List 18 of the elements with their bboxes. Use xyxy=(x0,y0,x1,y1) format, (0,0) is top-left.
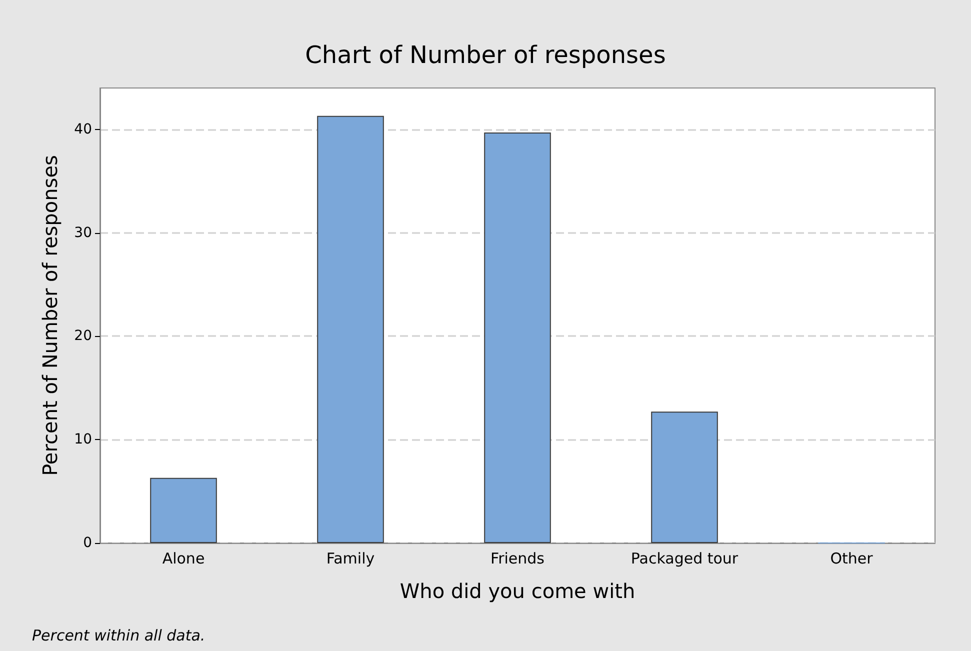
text: Percent within all data. xyxy=(32,626,206,644)
y-tick-label: 30 xyxy=(74,224,92,241)
y-axis-title: Percent of Number of responses xyxy=(38,155,62,476)
y-tick-label: 10 xyxy=(74,432,92,448)
x-tick-label: Family xyxy=(326,550,375,568)
y-tick-label: 40 xyxy=(74,121,92,138)
chart-title: Chart of Number of responses xyxy=(305,41,666,69)
x-tick-label: Friends xyxy=(490,550,545,568)
bar xyxy=(651,412,718,543)
x-tick-label: Packaged tour xyxy=(630,550,739,568)
x-tick-label: Alone xyxy=(162,550,205,568)
y-tick-label: 0 xyxy=(83,535,92,551)
x-tick-label: Other xyxy=(830,550,874,568)
y-tick-label: 20 xyxy=(74,328,92,344)
x-axis-title: Who did you come with xyxy=(400,579,636,603)
bar xyxy=(150,478,217,543)
bar xyxy=(484,132,551,543)
bar xyxy=(317,116,384,543)
